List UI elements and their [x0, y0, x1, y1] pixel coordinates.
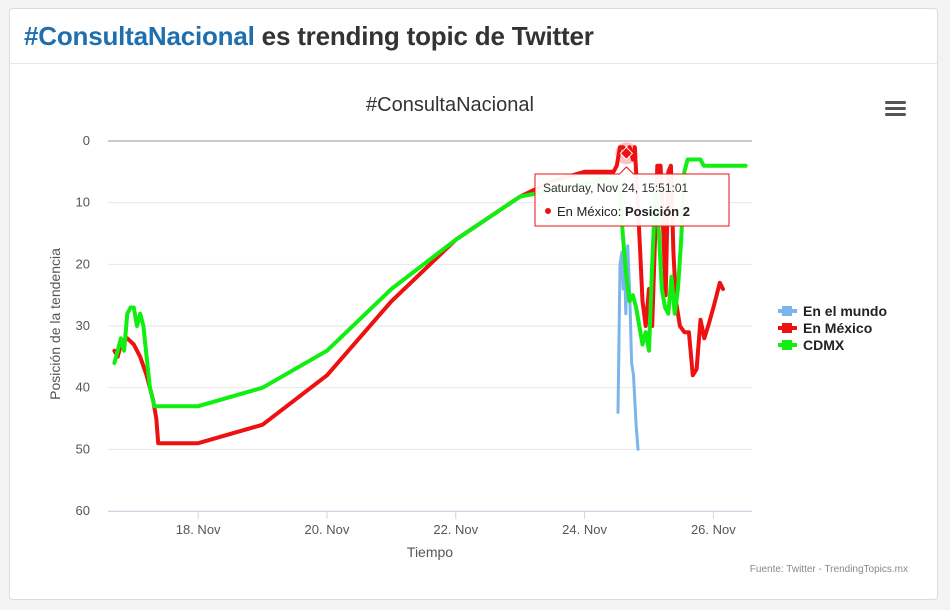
x-tick-label: 26. Nov — [691, 522, 736, 537]
y-tick-label: 10 — [76, 195, 90, 210]
legend-marker — [782, 323, 792, 333]
tooltip: Saturday, Nov 24, 15:51:01 En México: Po… — [534, 142, 730, 227]
legend-item[interactable]: En el mundo — [778, 303, 887, 319]
highlight-marker — [619, 146, 634, 161]
chart-menu-button[interactable] — [880, 96, 910, 122]
y-tick-label: 20 — [76, 256, 90, 271]
x-tick-label: 22. Nov — [433, 522, 478, 537]
chart-card: #ConsultaNacional es trending topic de T… — [9, 8, 938, 600]
tooltip-colon: : — [618, 204, 625, 219]
title-rest: es trending topic de Twitter — [254, 20, 594, 51]
tooltip-series-name: En México — [557, 204, 618, 219]
y-tick-label: 0 — [83, 133, 90, 148]
y-tick-label: 50 — [76, 441, 90, 456]
x-tick-label: 24. Nov — [562, 522, 607, 537]
chart-title: #ConsultaNacional — [366, 94, 534, 116]
x-tick-label: 20. Nov — [305, 522, 350, 537]
y-axis-title: Posición de la tendencia — [47, 248, 63, 400]
tooltip-series-dot — [545, 208, 551, 214]
legend-item[interactable]: CDMX — [778, 337, 845, 353]
y-tick-label: 40 — [76, 380, 90, 395]
hamburger-menu-icon[interactable] — [885, 101, 906, 116]
legend-marker — [782, 340, 792, 350]
tooltip-label: Posición 2 — [625, 204, 690, 219]
y-tick-label: 30 — [76, 318, 90, 333]
credits[interactable]: Fuente: Twitter - TrendingTopics.mx — [750, 564, 908, 575]
legend-label: CDMX — [803, 337, 845, 353]
y-axis-ticks: 0 10 20 30 40 50 60 — [76, 133, 90, 518]
x-axis-title: Tiempo — [407, 544, 453, 560]
y-tick-label: 60 — [76, 503, 90, 518]
tooltip-box — [534, 166, 730, 227]
x-tick-label: 18. Nov — [176, 522, 221, 537]
card-header: #ConsultaNacional es trending topic de T… — [10, 9, 937, 64]
page-title: #ConsultaNacional es trending topic de T… — [24, 21, 594, 52]
hashtag-link[interactable]: #ConsultaNacional — [24, 20, 255, 51]
tooltip-date: Saturday, Nov 24, 15:51:01 — [543, 181, 689, 195]
tooltip-value: En México: Posición 2 — [557, 204, 690, 219]
legend-label: En el mundo — [803, 303, 887, 319]
legend-marker — [782, 306, 792, 316]
legend-item[interactable]: En México — [778, 320, 872, 336]
x-axis-ticks: 18. Nov 20. Nov 22. Nov 24. Nov 26. Nov — [176, 511, 736, 537]
legend-label: En México — [803, 320, 872, 336]
